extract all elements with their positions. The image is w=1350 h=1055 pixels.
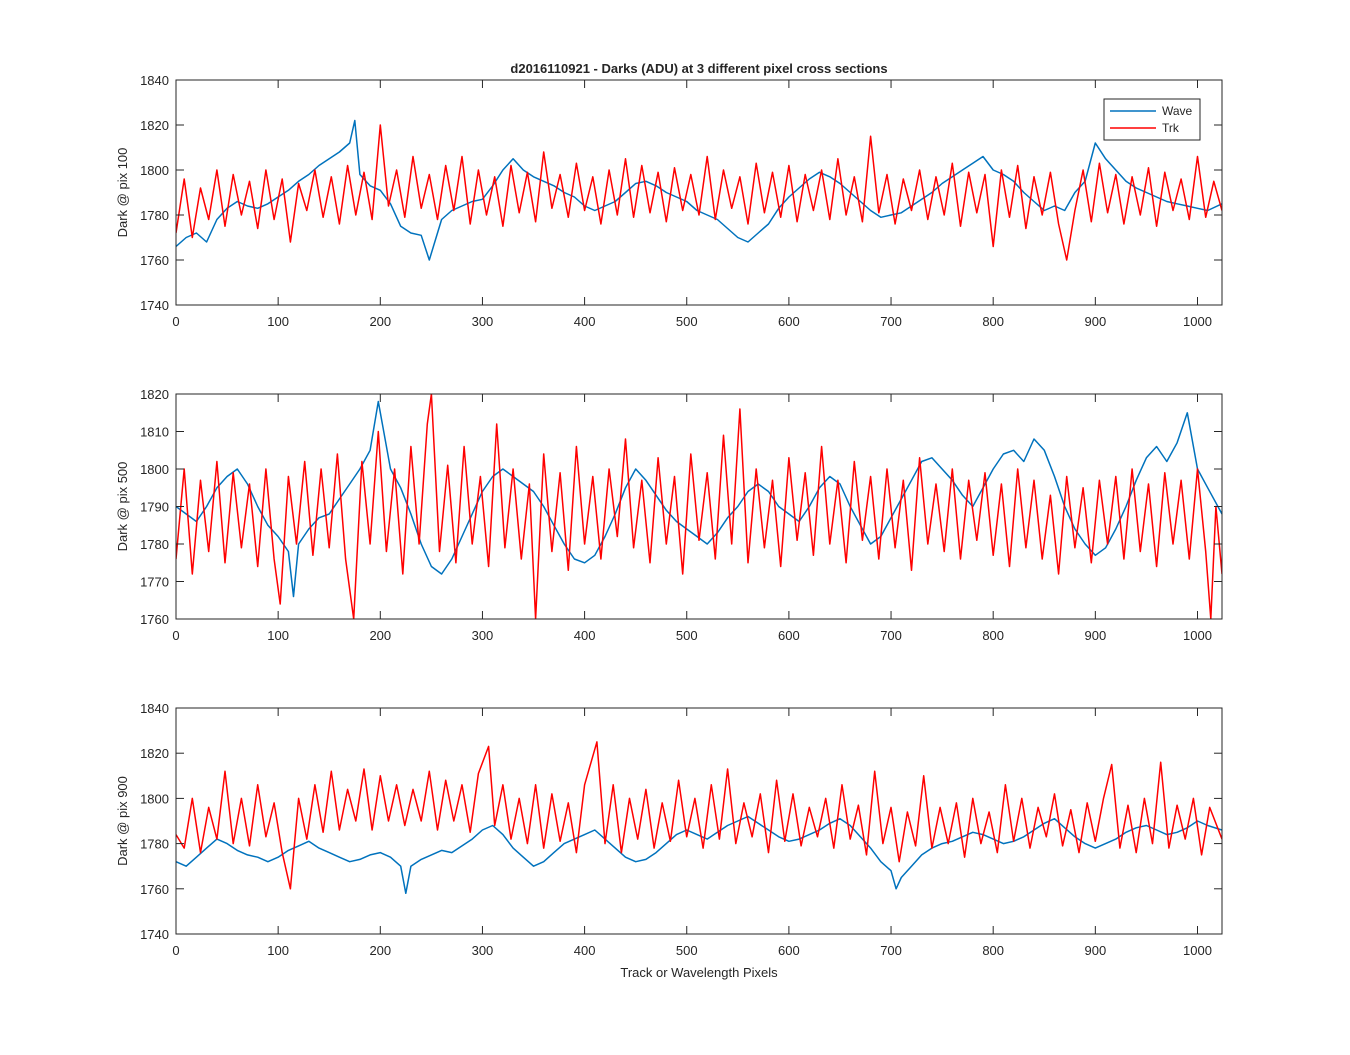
plot-area bbox=[176, 80, 1222, 305]
y-tick-label: 1790 bbox=[140, 500, 169, 515]
x-tick-label: 0 bbox=[172, 314, 179, 329]
x-tick-label: 600 bbox=[778, 943, 800, 958]
y-tick-label: 1840 bbox=[140, 73, 169, 88]
x-tick-label: 300 bbox=[472, 314, 494, 329]
x-tick-label: 400 bbox=[574, 943, 596, 958]
y-tick-label: 1820 bbox=[140, 746, 169, 761]
y-tick-label: 1820 bbox=[140, 387, 169, 402]
x-tick-label: 100 bbox=[267, 314, 289, 329]
panel-3: 0 100 200 300 400 500 600 700 800 900 1000 1740 1760… bbox=[115, 701, 1223, 958]
x-tick-label: 300 bbox=[472, 628, 494, 643]
series-line-wave bbox=[176, 815, 1222, 895]
x-tick-label: 600 bbox=[778, 314, 800, 329]
x-tick-label: 900 bbox=[1084, 628, 1106, 643]
x-tick-label: 100 bbox=[267, 943, 289, 958]
x-tick-label: 1000 bbox=[1183, 943, 1212, 958]
x-tick-label: 400 bbox=[574, 628, 596, 643]
x-tick-label: 500 bbox=[676, 628, 698, 643]
legend-label-trk: Trk bbox=[1162, 121, 1180, 135]
panels: 0 100 200 300 400 500 600 700 800 900 100017401760… bbox=[115, 73, 1223, 958]
axes-box bbox=[175, 79, 1223, 306]
y-tick-label: 1800 bbox=[140, 163, 169, 178]
y-tick-label: 1840 bbox=[140, 701, 169, 716]
y-tick-label: 1780 bbox=[140, 537, 169, 552]
y-tick-label: 1820 bbox=[140, 118, 169, 133]
x-tick-label: 200 bbox=[369, 628, 391, 643]
y-tick-label: 1770 bbox=[140, 575, 169, 590]
x-tick-label: 200 bbox=[369, 314, 391, 329]
x-tick-label: 500 bbox=[676, 943, 698, 958]
x-tick-label: 100 bbox=[267, 628, 289, 643]
x-tick-label: 300 bbox=[472, 943, 494, 958]
plot-area bbox=[176, 394, 1222, 619]
panel-1: 0 100 200 300 400 500 600 700 800 900 1000 1740 1760… bbox=[115, 73, 1223, 329]
x-tick-label: 800 bbox=[982, 314, 1004, 329]
x-tick-label: 1000 bbox=[1183, 314, 1212, 329]
axes-box bbox=[175, 707, 1223, 935]
series-line-trk bbox=[176, 124, 1222, 261]
y-tick-label: 1740 bbox=[140, 298, 169, 313]
series-line-trk bbox=[176, 741, 1222, 890]
y-axis-label: Dark @ pix 900 bbox=[115, 776, 130, 866]
y-tick-label: 1760 bbox=[140, 882, 169, 897]
y-tick-label: 1760 bbox=[140, 612, 169, 627]
series-line-wave bbox=[176, 119, 1222, 261]
x-tick-label: 1000 bbox=[1183, 628, 1212, 643]
legend: Wave Trk bbox=[1103, 98, 1201, 141]
series-group bbox=[176, 394, 1222, 619]
figure-title: d2016110921 - Darks (ADU) at 3 different… bbox=[510, 61, 887, 76]
series-line-trk bbox=[176, 394, 1222, 619]
y-tick-label: 1780 bbox=[140, 208, 169, 223]
y-tick-label: 1800 bbox=[140, 462, 169, 477]
x-tick-label: 0 bbox=[172, 943, 179, 958]
y-axis-label: Dark @ pix 500 bbox=[115, 462, 130, 552]
x-tick-label: 900 bbox=[1084, 314, 1106, 329]
y-tick-label: 1800 bbox=[140, 791, 169, 806]
y-tick-label: 1810 bbox=[140, 425, 169, 440]
x-tick-label: 700 bbox=[880, 628, 902, 643]
y-axis-label: Dark @ pix 100 bbox=[115, 148, 130, 238]
x-tick-label: 500 bbox=[676, 314, 698, 329]
x-tick-label: 400 bbox=[574, 314, 596, 329]
y-tick-label: 1780 bbox=[140, 837, 169, 852]
legend-box bbox=[1103, 98, 1201, 141]
series-group bbox=[176, 741, 1222, 895]
x-tick-label: 900 bbox=[1084, 943, 1106, 958]
y-tick-label: 1760 bbox=[140, 253, 169, 268]
x-tick-label: 700 bbox=[880, 314, 902, 329]
x-tick-label: 800 bbox=[982, 628, 1004, 643]
y-tick-label: 1740 bbox=[140, 927, 169, 942]
x-tick-label: 600 bbox=[778, 628, 800, 643]
legend-label-wave: Wave bbox=[1162, 104, 1193, 118]
x-tick-label: 700 bbox=[880, 943, 902, 958]
panel-2: 0 100 200 300 400 500 600 700 800 900 1000 1760 1770… bbox=[115, 387, 1223, 643]
series-group bbox=[176, 119, 1222, 261]
x-tick-label: 800 bbox=[982, 943, 1004, 958]
x-tick-label: 200 bbox=[369, 943, 391, 958]
x-axis-label: Track or Wavelength Pixels bbox=[620, 965, 778, 980]
x-tick-label: 0 bbox=[172, 628, 179, 643]
